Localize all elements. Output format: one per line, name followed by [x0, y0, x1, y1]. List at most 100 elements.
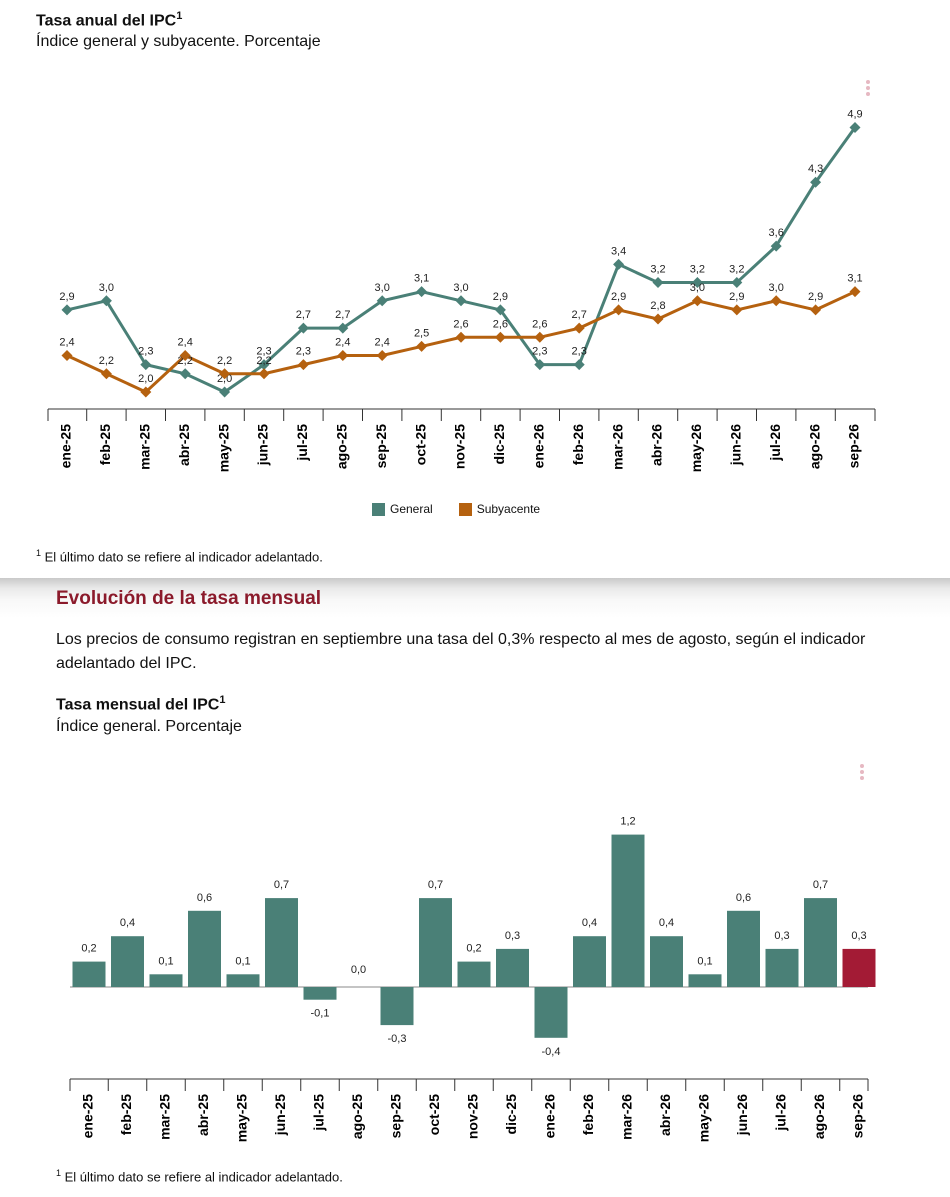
legend-item-general[interactable]: General — [372, 502, 433, 516]
monthly-x-tick-label: ago-26 — [811, 1094, 827, 1139]
bar-may-25[interactable] — [226, 974, 260, 987]
data-point-general[interactable] — [613, 258, 625, 270]
data-point-subyacente[interactable] — [731, 304, 743, 316]
data-point-subyacente[interactable] — [691, 295, 703, 307]
annual-x-tick-label: ene-25 — [58, 424, 74, 469]
data-point-general[interactable] — [100, 295, 112, 307]
data-point-subyacente[interactable] — [613, 304, 625, 316]
bar-value-label: 0,0 — [351, 964, 366, 976]
data-point-subyacente[interactable] — [179, 350, 191, 362]
annual-chart-menu-icon[interactable] — [866, 80, 872, 98]
data-point-subyacente[interactable] — [297, 359, 309, 371]
data-point-general[interactable] — [455, 295, 467, 307]
data-point-subyacente[interactable] — [416, 340, 428, 352]
data-point-subyacente[interactable] — [219, 368, 231, 380]
annual-x-tick-label: feb-26 — [570, 424, 586, 465]
bar-sep-25[interactable] — [380, 987, 414, 1026]
bar-value-label: -0,3 — [388, 1033, 407, 1045]
data-point-general[interactable] — [376, 295, 388, 307]
annual-x-tick-label: oct-25 — [412, 424, 428, 465]
data-point-subyacente[interactable] — [455, 331, 467, 343]
bar-ene-25[interactable] — [72, 961, 106, 987]
bar-oct-25[interactable] — [419, 898, 452, 987]
bar-may-26[interactable] — [688, 974, 722, 987]
data-point-general[interactable] — [810, 176, 822, 188]
bar-value-label: 0,2 — [81, 943, 96, 955]
data-point-subyacente[interactable] — [849, 286, 861, 298]
data-label-general: 3,4 — [611, 245, 626, 257]
data-label-subyacente: 2,6 — [453, 318, 468, 330]
section-title: Evolución de la tasa mensual — [56, 588, 322, 609]
data-label-subyacente: 2,7 — [572, 309, 587, 321]
bar-nov-25[interactable] — [457, 961, 491, 987]
monthly-footnote: 1 El último dato se refiere al indicador… — [56, 1168, 343, 1185]
data-point-subyacente[interactable] — [258, 368, 270, 380]
monthly-chart-menu-icon[interactable] — [860, 764, 866, 782]
data-point-general[interactable] — [494, 304, 506, 316]
data-label-general: 4,3 — [808, 163, 823, 175]
data-point-general[interactable] — [61, 304, 73, 316]
data-point-general[interactable] — [691, 277, 703, 289]
data-point-subyacente[interactable] — [140, 386, 152, 398]
bar-jul-25[interactable] — [303, 987, 337, 1000]
bar-mar-25[interactable] — [149, 974, 183, 987]
data-point-subyacente[interactable] — [100, 368, 112, 380]
data-label-general: 3,0 — [99, 282, 114, 294]
data-label-subyacente: 3,0 — [769, 282, 784, 294]
data-point-subyacente[interactable] — [573, 322, 585, 334]
data-point-subyacente[interactable] — [534, 331, 546, 343]
bar-value-label: 0,1 — [158, 955, 173, 967]
data-point-subyacente[interactable] — [337, 350, 349, 362]
data-label-subyacente: 2,4 — [375, 337, 390, 349]
data-point-general[interactable] — [179, 368, 191, 380]
monthly-x-tick-label: jun-26 — [734, 1094, 750, 1136]
data-point-general[interactable] — [731, 277, 743, 289]
legend-item-subyacente[interactable]: Subyacente — [458, 502, 541, 516]
data-point-subyacente[interactable] — [61, 350, 73, 362]
bar-value-label: 0,6 — [736, 892, 751, 904]
legend-swatch-general — [372, 502, 385, 516]
data-point-general[interactable] — [652, 277, 664, 289]
bar-jun-25[interactable] — [265, 898, 298, 987]
annual-line-chart: ene-25 feb-25 mar-25 abr-25 may-25 jun-25 jul-… — [47, 109, 876, 472]
bar-value-label: 1,2 — [620, 816, 635, 828]
data-point-general[interactable] — [770, 240, 782, 252]
data-point-subyacente[interactable] — [494, 331, 506, 343]
data-point-general[interactable] — [219, 386, 231, 398]
data-point-subyacente[interactable] — [770, 295, 782, 307]
data-label-subyacente: 2,2 — [99, 355, 114, 367]
data-point-subyacente[interactable] — [376, 350, 388, 362]
bar-mar-26[interactable] — [611, 834, 645, 987]
bar-jun-26[interactable] — [727, 910, 760, 987]
legend-label-subyacente: Subyacente — [476, 502, 541, 516]
bar-feb-25[interactable] — [111, 936, 144, 987]
data-label-general: 4,9 — [847, 109, 862, 121]
bar-ene-26[interactable] — [534, 987, 568, 1038]
data-point-subyacente[interactable] — [810, 304, 822, 316]
data-point-general[interactable] — [297, 322, 309, 334]
data-point-general[interactable] — [573, 359, 585, 371]
bar-jul-26[interactable] — [765, 948, 799, 987]
data-point-general[interactable] — [534, 359, 546, 371]
data-point-general[interactable] — [337, 322, 349, 334]
bar-feb-26[interactable] — [573, 936, 606, 987]
annual-x-tick-label: feb-25 — [97, 424, 113, 465]
bar-abr-25[interactable] — [188, 910, 221, 987]
data-point-subyacente[interactable] — [652, 313, 664, 325]
annual-x-tick-label: sep-25 — [373, 424, 389, 469]
annual-x-tick-label: ago-25 — [334, 424, 350, 469]
data-label-general: 3,0 — [375, 282, 390, 294]
bar-abr-26[interactable] — [650, 936, 683, 987]
bar-ago-26[interactable] — [804, 898, 837, 987]
annual-x-tick-label: mar-26 — [609, 424, 625, 470]
monthly-x-tick-label: mar-25 — [157, 1094, 173, 1140]
bar-sep-26[interactable] — [842, 948, 876, 987]
data-label-general: 2,7 — [335, 309, 350, 321]
bar-dic-25[interactable] — [496, 948, 529, 987]
data-point-general[interactable] — [849, 122, 861, 134]
data-point-general[interactable] — [416, 286, 428, 298]
data-point-general[interactable] — [258, 359, 270, 371]
annual-footnote: 1 El último dato se refiere al indicador… — [36, 548, 323, 565]
annual-x-tick-label: abr-26 — [649, 424, 665, 466]
data-point-general[interactable] — [140, 359, 152, 371]
